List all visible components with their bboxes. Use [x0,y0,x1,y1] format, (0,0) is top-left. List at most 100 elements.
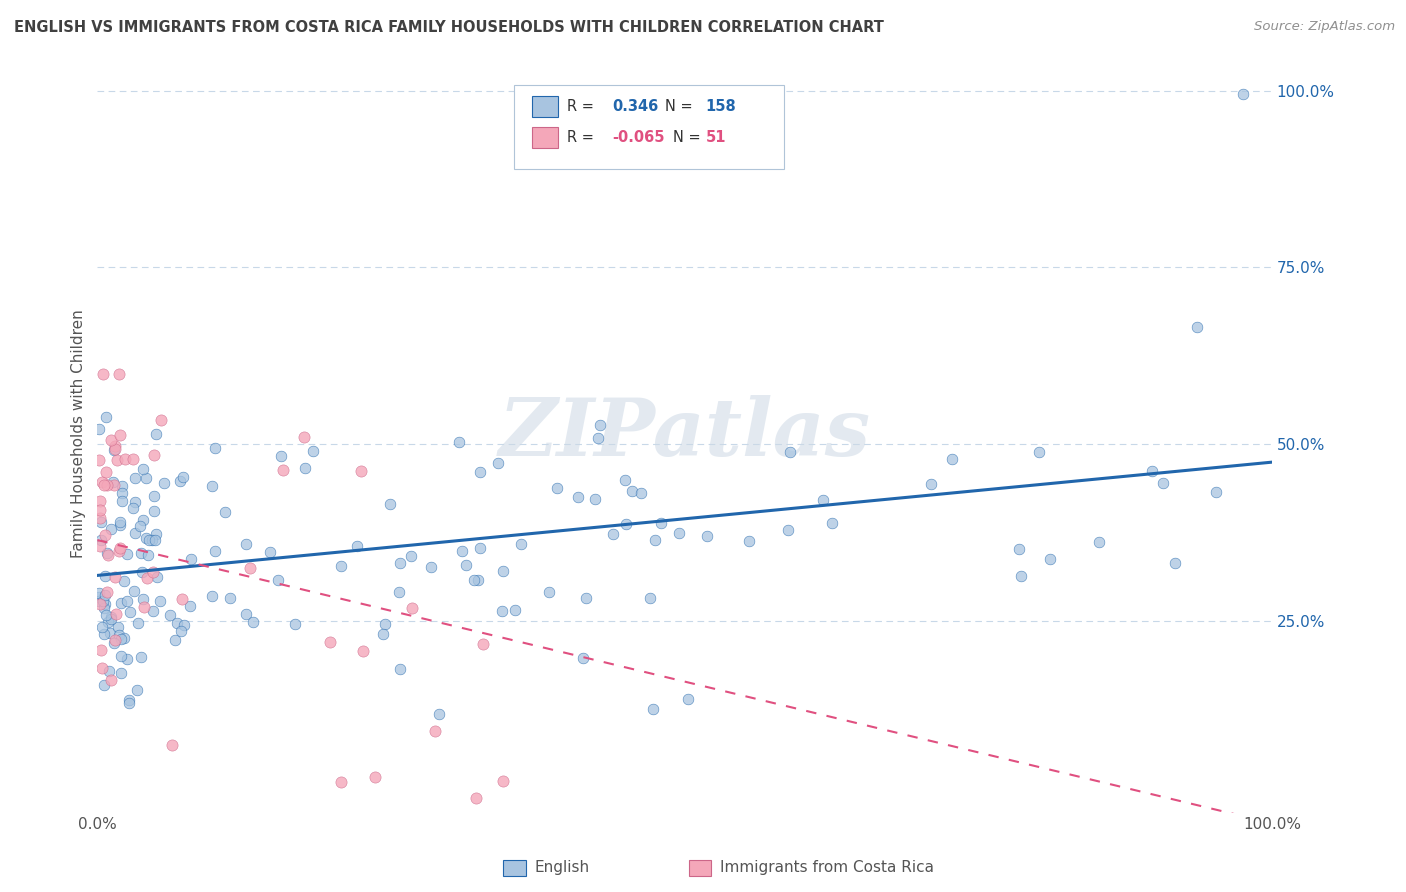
Point [447,434,470,449]
Point [239,561,262,575]
Point [492,564,515,578]
Y-axis label: Family Households with Children: Family Households with Children [72,310,86,558]
Point [1010,568,1032,582]
Point [112,631,135,645]
Point [115,652,138,666]
Point [111,486,134,500]
Point [96,477,118,491]
Text: R =: R = [567,99,599,114]
Point [389,663,412,677]
Point [143,448,166,462]
Point [121,451,143,466]
Point [491,604,513,618]
Point [676,692,699,706]
Point [100,673,122,688]
Point [738,533,761,548]
Text: Immigrants from Costa Rica: Immigrants from Costa Rica [720,861,934,875]
Point [259,545,281,559]
Point [89,494,111,508]
Point [100,610,122,624]
Point [173,618,195,632]
Point [87,586,110,600]
Point [585,492,607,507]
Point [96,545,118,559]
Point [374,617,396,632]
Point [574,591,596,605]
Point [419,559,441,574]
Point [650,516,672,531]
Point [471,637,494,651]
Point [613,473,636,487]
Point [821,516,844,530]
Point [108,515,131,529]
Point [146,570,169,584]
Text: N =: N = [673,130,706,145]
Point [163,633,186,648]
Point [242,615,264,629]
Point [91,594,114,608]
Point [111,479,134,493]
Point [352,643,374,657]
Point [235,537,257,551]
Point [644,533,666,547]
Point [110,666,132,681]
Point [302,444,325,458]
Point [204,442,226,456]
Point [124,495,146,509]
Point [668,525,690,540]
Point [145,426,167,441]
Point [214,505,236,519]
Point [114,451,136,466]
Point [586,431,609,445]
Point [486,456,509,470]
Point [108,427,131,442]
Point [108,628,131,642]
Point [621,483,644,498]
Point [142,565,165,579]
Point [160,738,183,752]
Point [401,601,423,615]
Point [270,450,292,464]
Point [89,598,111,612]
Point [120,606,142,620]
Point [920,476,942,491]
Point [467,573,489,587]
Text: 158: 158 [706,99,737,114]
Point [1140,464,1163,478]
Point [111,493,134,508]
Point [100,434,122,448]
Point [143,489,166,503]
Point [350,464,373,478]
Point [100,522,122,536]
Point [110,632,132,646]
Point [330,558,353,573]
Point [132,600,155,615]
Point [640,591,662,606]
Text: ZIPatlas: ZIPatlas [499,395,870,473]
Point [153,476,176,491]
Point [1028,444,1050,458]
Point [143,533,166,547]
Point [136,570,159,584]
Point [1152,476,1174,491]
Point [90,643,112,657]
Point [1008,542,1031,557]
Point [96,585,118,599]
Point [1087,534,1109,549]
Point [93,597,115,611]
Point [89,503,111,517]
Point [172,470,194,484]
Point [330,775,353,789]
Point [204,544,226,558]
Point [470,465,492,479]
Point [1039,552,1062,566]
Point [941,451,963,466]
Point [93,588,115,602]
Point [150,413,173,427]
Point [294,429,316,443]
Point [91,367,114,381]
Point [170,591,193,606]
Point [105,607,128,621]
Point [271,462,294,476]
Point [371,626,394,640]
